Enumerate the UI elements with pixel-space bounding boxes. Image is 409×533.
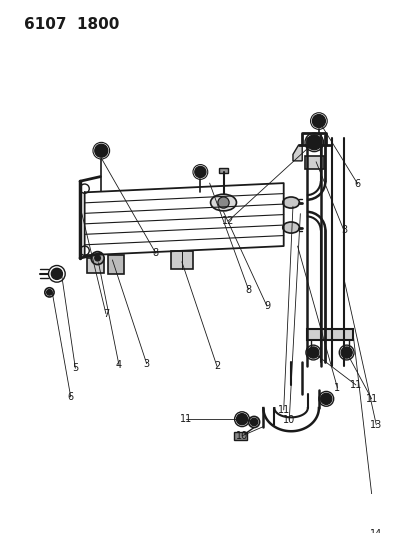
Text: 10: 10 (235, 431, 247, 441)
Text: 8: 8 (153, 248, 159, 259)
Text: 9: 9 (263, 301, 270, 311)
Bar (87, 258, 104, 273)
Text: 4: 4 (116, 360, 121, 369)
Text: 6: 6 (354, 179, 360, 189)
Ellipse shape (282, 222, 299, 233)
Ellipse shape (282, 197, 299, 208)
Text: 3: 3 (143, 359, 149, 369)
Circle shape (306, 135, 321, 150)
Text: 10: 10 (283, 415, 294, 425)
Bar (233, 432, 246, 440)
Circle shape (94, 144, 108, 157)
Bar (304, 156, 323, 169)
Circle shape (340, 347, 351, 358)
Text: 8: 8 (245, 285, 251, 295)
Text: 6: 6 (67, 392, 74, 402)
Text: 2: 2 (213, 361, 220, 372)
Bar (306, 329, 352, 341)
Text: 12: 12 (221, 216, 234, 226)
Circle shape (91, 252, 104, 264)
Text: 13: 13 (369, 420, 382, 430)
Circle shape (194, 166, 205, 177)
Bar (170, 251, 193, 269)
Text: 5: 5 (72, 364, 78, 373)
Circle shape (236, 414, 247, 425)
Circle shape (307, 347, 318, 358)
Circle shape (312, 115, 325, 127)
Bar (218, 168, 227, 173)
Circle shape (218, 197, 229, 208)
Circle shape (94, 255, 100, 261)
Text: 3: 3 (340, 225, 346, 235)
Bar (108, 255, 124, 274)
Circle shape (320, 393, 331, 405)
Polygon shape (292, 145, 301, 161)
Text: 11: 11 (180, 414, 192, 424)
Text: 11: 11 (365, 394, 377, 404)
Text: 6107  1800: 6107 1800 (25, 18, 119, 33)
Text: 1: 1 (333, 383, 339, 393)
Text: 11: 11 (349, 380, 361, 390)
Text: 14: 14 (369, 529, 382, 533)
Text: 7: 7 (103, 309, 109, 319)
Text: 11: 11 (277, 405, 289, 415)
Circle shape (51, 268, 62, 279)
Circle shape (47, 289, 52, 295)
Circle shape (250, 418, 257, 426)
Ellipse shape (210, 194, 236, 211)
